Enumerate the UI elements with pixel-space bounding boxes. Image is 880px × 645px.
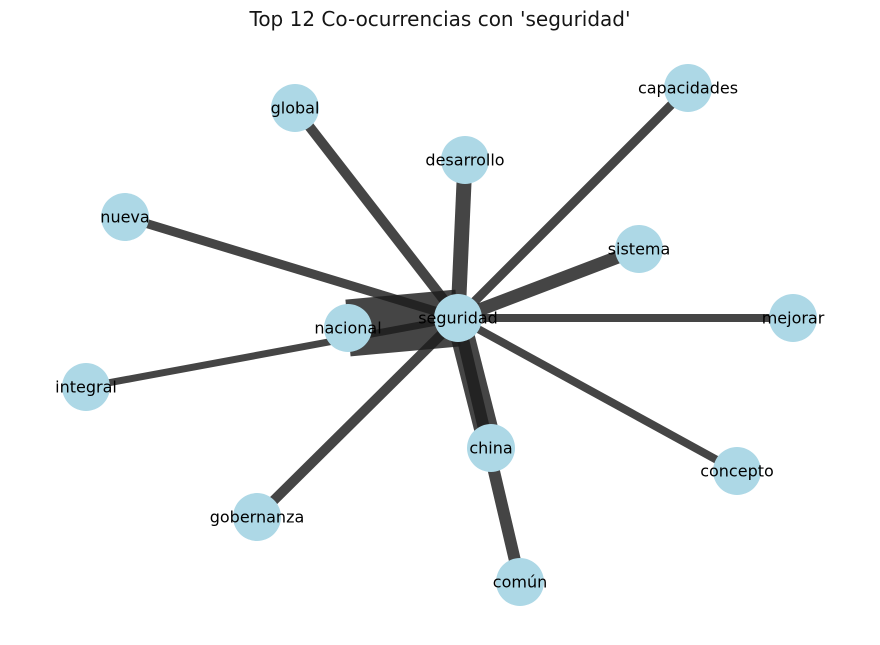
node-label-seguridad: seguridad xyxy=(418,308,498,327)
node-label-capacidades: capacidades xyxy=(638,78,738,97)
edge-seguridad-gobernanza xyxy=(253,314,462,521)
node-label-comun: común xyxy=(493,572,547,591)
node-integral xyxy=(62,363,110,411)
node-sistema xyxy=(615,225,663,273)
node-gobernanza xyxy=(233,493,281,541)
node-desarrollo xyxy=(441,136,489,184)
node-concepto xyxy=(713,447,761,495)
edge-seguridad-concepto xyxy=(456,314,739,475)
edge-seguridad-sistema xyxy=(455,242,642,325)
node-label-concepto: concepto xyxy=(700,461,774,480)
node-label-gobernanza: gobernanza xyxy=(210,507,305,526)
node-label-desarrollo: desarrollo xyxy=(425,150,504,169)
node-mejorar xyxy=(769,294,817,342)
chart-title: Top 12 Co-ocurrencias con 'seguridad' xyxy=(249,7,631,31)
node-global xyxy=(271,84,319,132)
edge-seguridad-nueva xyxy=(123,212,460,323)
edge-seguridad-capacidades xyxy=(454,84,692,322)
node-label-mejorar: mejorar xyxy=(762,308,825,327)
node-china xyxy=(467,424,515,472)
node-nacional xyxy=(324,304,372,352)
node-comun xyxy=(496,558,544,606)
node-seguridad xyxy=(434,294,482,342)
node-nueva xyxy=(101,193,149,241)
node-label-sistema: sistema xyxy=(608,239,671,258)
node-label-nueva: nueva xyxy=(100,207,149,226)
edge-seguridad-integral xyxy=(85,314,459,391)
node-capacidades xyxy=(664,64,712,112)
edge-seguridad-desarrollo xyxy=(450,159,473,319)
node-label-nacional: nacional xyxy=(314,318,381,337)
node-label-global: global xyxy=(271,98,320,117)
edge-seguridad-global xyxy=(291,104,462,322)
node-label-integral: integral xyxy=(55,377,117,396)
node-label-china: china xyxy=(469,438,512,457)
